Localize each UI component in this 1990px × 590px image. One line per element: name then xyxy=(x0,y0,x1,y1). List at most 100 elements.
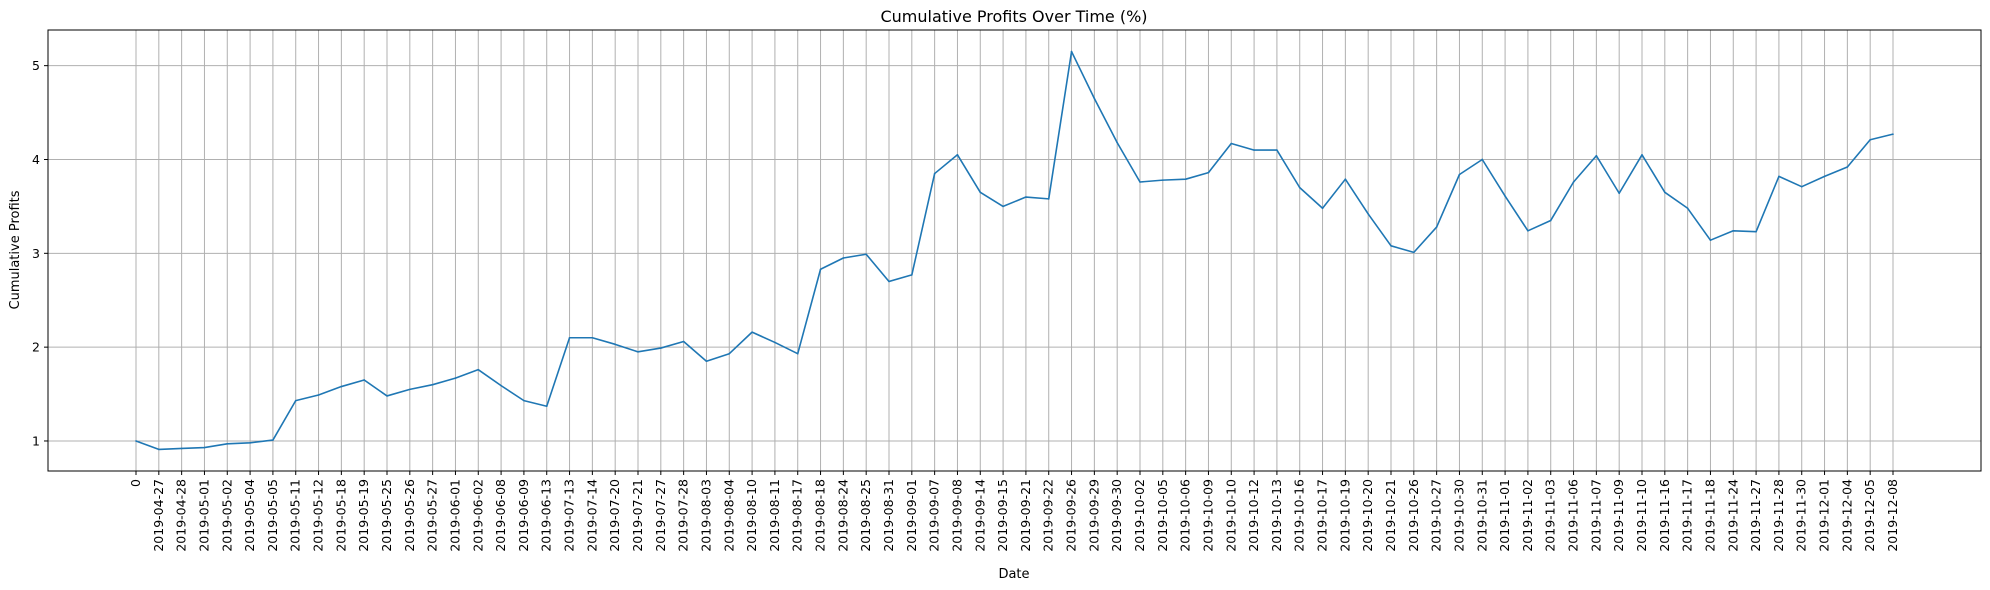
x-axis-label: Date xyxy=(998,567,1029,582)
x-tick-label: 2019-05-04 xyxy=(242,479,257,552)
x-tick-label: 2019-10-16 xyxy=(1292,479,1307,552)
x-tick-label: 2019-05-26 xyxy=(402,479,417,552)
y-axis: 1 2 3 4 5 xyxy=(32,58,48,448)
data-point xyxy=(1253,149,1255,151)
data-point xyxy=(1572,181,1575,183)
x-tick-label: 2019-05-19 xyxy=(356,479,371,552)
data-point xyxy=(317,394,320,396)
x-tick-label: 2019-08-31 xyxy=(881,479,896,552)
x-tick-label: 2019-09-14 xyxy=(972,479,987,552)
x-tick-label: 2019-07-28 xyxy=(676,479,691,552)
x-tick-label: 2019-06-13 xyxy=(539,479,554,552)
data-point xyxy=(158,448,160,451)
x-tick-label: 2019-11-28 xyxy=(1771,479,1786,552)
x-tick-label: 2019-09-07 xyxy=(927,479,942,552)
x-tick-label: 2019-05-02 xyxy=(219,479,234,552)
data-point xyxy=(1869,138,1871,141)
data-point xyxy=(774,341,776,344)
x-tick-label: 2019-06-02 xyxy=(470,479,485,552)
x-tick-label: 2019-10-26 xyxy=(1406,479,1421,552)
x-tick-label: 2019-10-20 xyxy=(1360,479,1375,552)
data-point xyxy=(1093,97,1096,100)
data-point xyxy=(1230,142,1233,145)
x-tick-label: 2019-11-03 xyxy=(1543,479,1558,552)
x-tick-label: 2019-10-13 xyxy=(1269,479,1284,552)
data-point xyxy=(1207,171,1210,174)
x-tick-label: 2019-12-08 xyxy=(1885,479,1900,552)
data-point xyxy=(1732,229,1735,232)
x-tick-label: 2019-07-14 xyxy=(584,479,599,552)
data-point xyxy=(1184,178,1187,180)
data-point xyxy=(1458,173,1461,176)
x-tick-label: 2019-11-17 xyxy=(1680,479,1695,552)
x-tick-label: 2019-05-12 xyxy=(311,479,326,552)
x-tick-label: 2019-06-08 xyxy=(493,479,508,552)
data-point xyxy=(340,385,343,388)
y-tick-label: 5 xyxy=(32,58,40,73)
data-point xyxy=(180,447,183,450)
data-point xyxy=(591,336,594,339)
x-tick-label: 2019-05-05 xyxy=(265,479,280,552)
x-tick-label: 2019-05-27 xyxy=(425,479,440,552)
data-point xyxy=(842,257,845,259)
x-tick-label: 2019-11-07 xyxy=(1588,479,1603,552)
x-tick-label: 2019-08-10 xyxy=(744,479,759,552)
data-point xyxy=(1139,181,1141,183)
data-point xyxy=(1641,153,1643,156)
data-point xyxy=(1618,192,1620,195)
x-tick-label: 2019-11-16 xyxy=(1657,479,1672,552)
data-point xyxy=(1344,178,1347,180)
data-point xyxy=(500,384,502,387)
x-tick-label: 2019-08-25 xyxy=(858,479,873,552)
x-tick-label: 2019-11-24 xyxy=(1725,479,1740,552)
data-point xyxy=(294,399,297,402)
x-tick-label: 2019-12-04 xyxy=(1839,479,1854,552)
data-point xyxy=(203,446,206,449)
x-tick-label: 2019-12-01 xyxy=(1817,479,1832,552)
data-point xyxy=(637,351,639,353)
y-axis-label: Cumulative Profits xyxy=(8,190,23,309)
x-tick-label: 2019-09-08 xyxy=(949,479,964,552)
data-point xyxy=(1846,166,1849,168)
x-tick-label: 2019-07-27 xyxy=(653,479,668,552)
data-point xyxy=(1002,205,1004,208)
data-point xyxy=(431,383,434,386)
chart-title: Cumulative Profits Over Time (%) xyxy=(880,7,1147,26)
data-point xyxy=(682,340,685,343)
data-point xyxy=(249,442,251,444)
x-tick-label: 2019-09-30 xyxy=(1109,479,1124,552)
data-point xyxy=(1481,158,1484,161)
grid xyxy=(48,30,1981,471)
x-tick-label: 2019-11-10 xyxy=(1634,479,1649,552)
data-point xyxy=(1116,141,1118,144)
x-tick-label: 2019-10-30 xyxy=(1451,479,1466,552)
x-tick-label: 2019-10-09 xyxy=(1200,479,1215,552)
data-point xyxy=(409,388,411,391)
data-point xyxy=(1800,185,1803,188)
x-tick-label: 2019-08-11 xyxy=(767,479,782,552)
x-tick-label: 2019-10-17 xyxy=(1315,479,1330,552)
data-point xyxy=(1047,198,1050,200)
x-tick-label: 2019-11-09 xyxy=(1611,479,1626,552)
data-point xyxy=(705,360,708,363)
x-tick-label: 2019-09-26 xyxy=(1064,479,1079,552)
x-tick-label: 2019-05-25 xyxy=(379,479,394,552)
x-tick-label: 2019-09-29 xyxy=(1086,479,1101,552)
x-tick-label: 2019-09-21 xyxy=(1018,479,1033,552)
data-point xyxy=(728,352,731,355)
data-point xyxy=(1390,245,1392,247)
x-tick-label: 2019-11-01 xyxy=(1497,479,1512,552)
x-tick-label: 2019-10-10 xyxy=(1223,479,1238,552)
data-point xyxy=(1504,195,1506,197)
data-point xyxy=(1413,251,1415,254)
data-point xyxy=(796,352,799,355)
data-point xyxy=(477,368,480,371)
x-tick-label: 2019-05-18 xyxy=(333,479,348,552)
x-tick-label: 2019-06-01 xyxy=(447,479,462,552)
y-tick-label: 1 xyxy=(32,433,40,448)
data-point xyxy=(1435,226,1438,228)
series-layer xyxy=(135,50,1894,451)
x-tick-label: 0 xyxy=(128,479,143,487)
data-point xyxy=(1709,239,1712,241)
x-tick-label: 2019-10-21 xyxy=(1383,479,1398,552)
